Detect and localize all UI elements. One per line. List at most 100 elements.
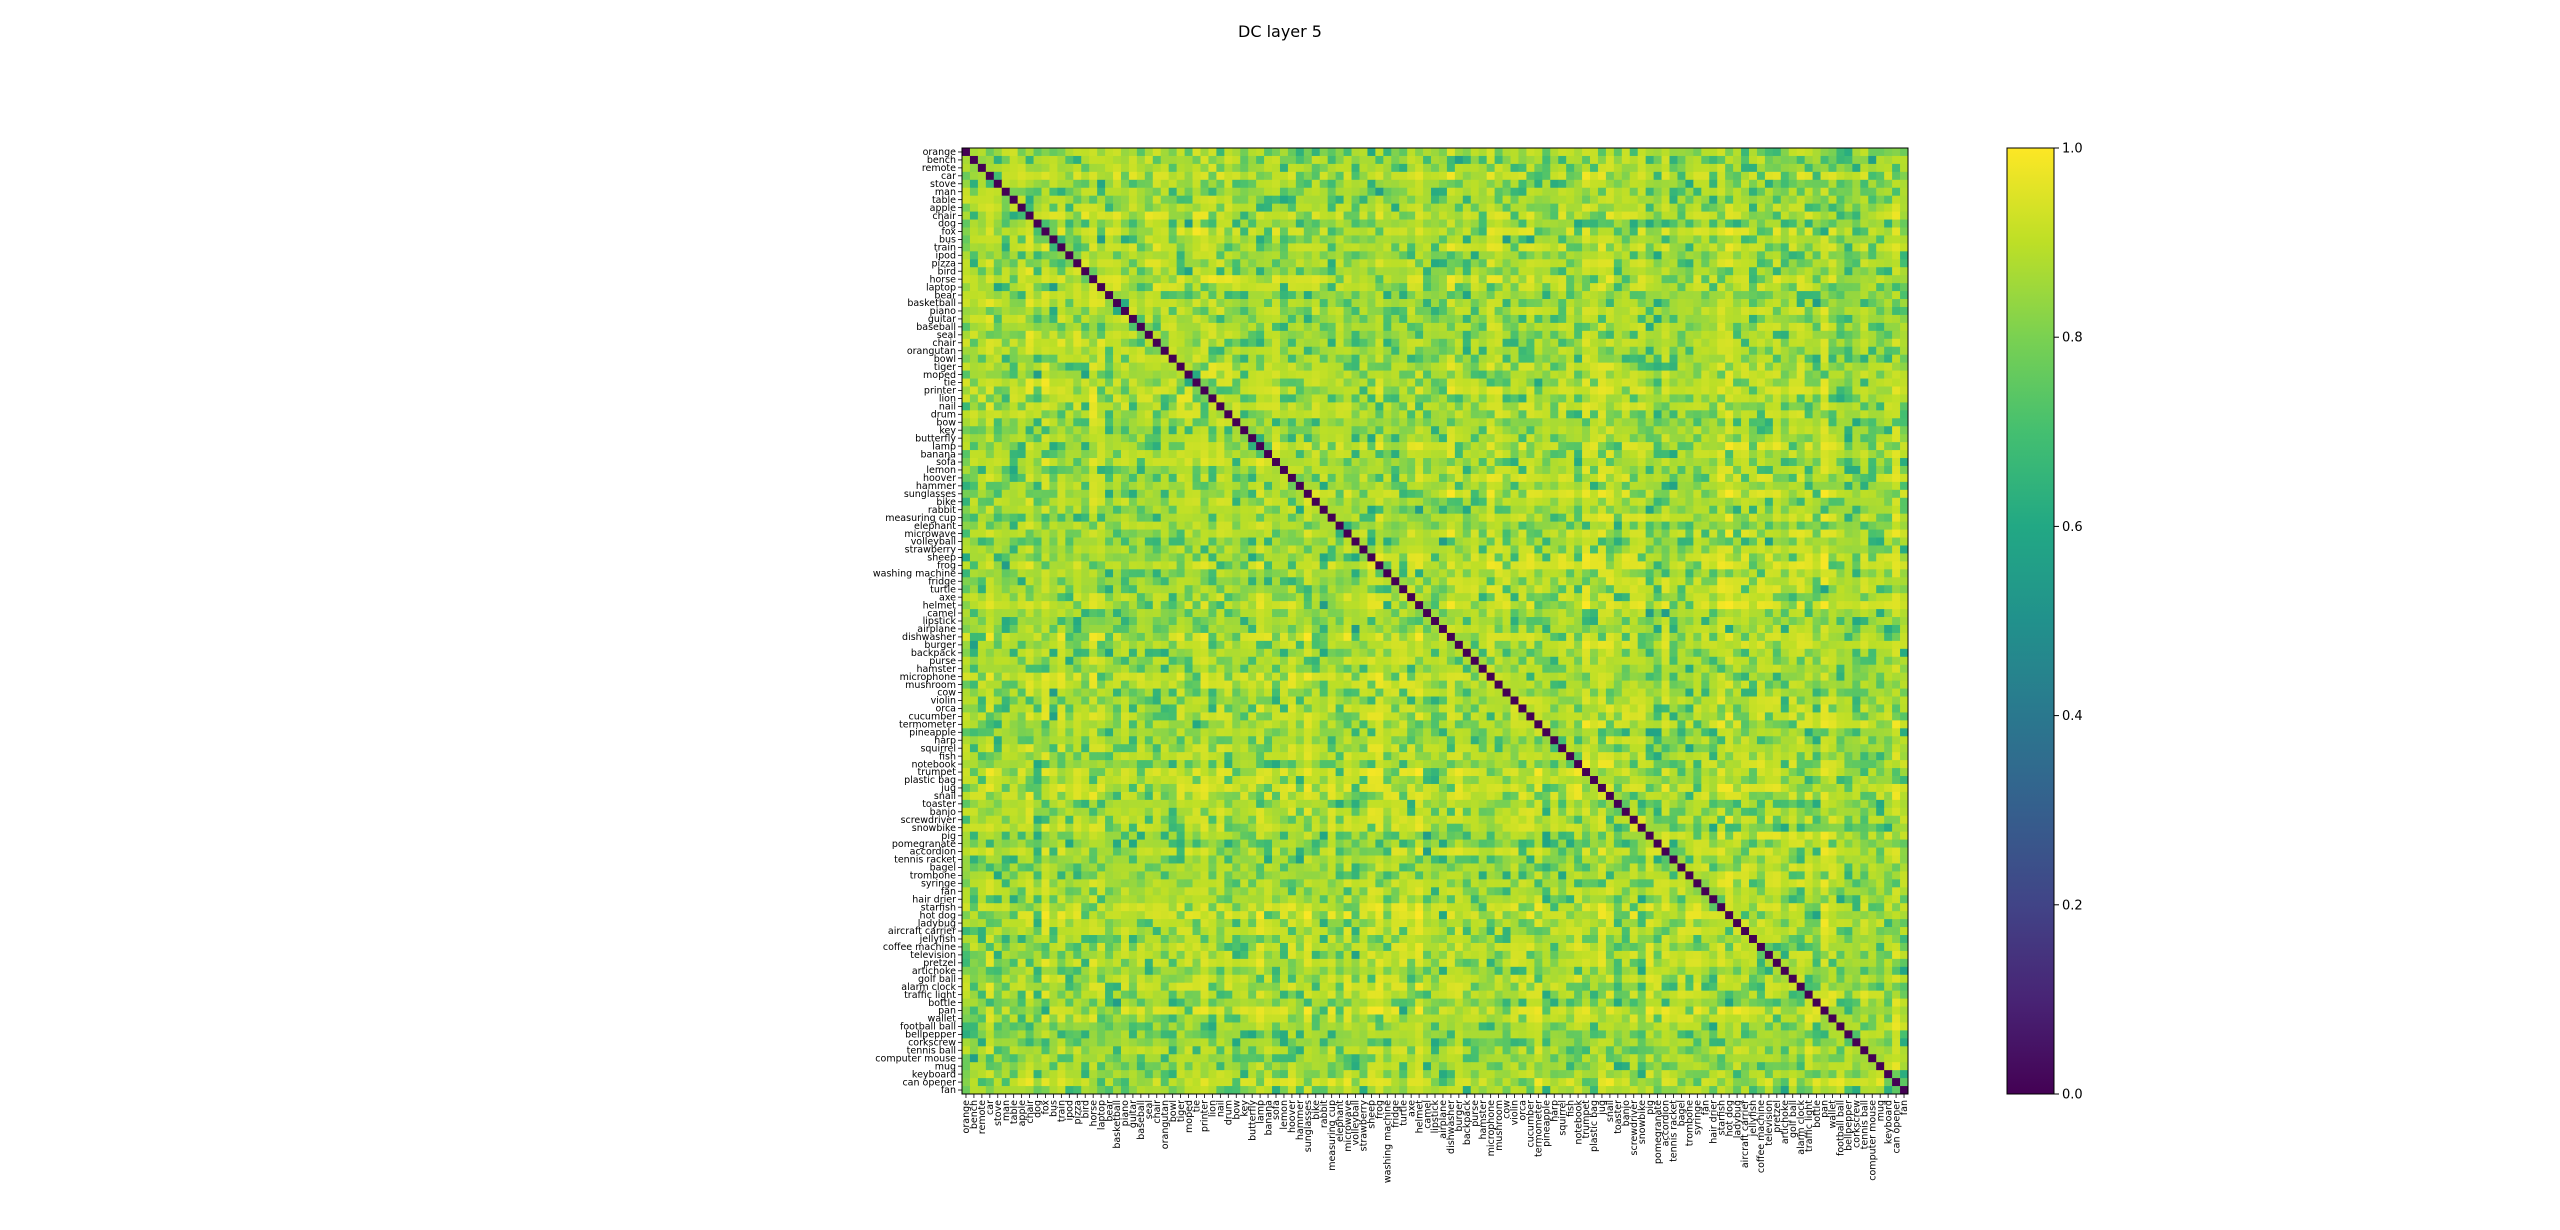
heatmap-cell (1605, 187, 1615, 197)
heatmap-cell (1788, 155, 1798, 165)
heatmap-cell (1279, 235, 1289, 244)
heatmap-cell (1232, 211, 1241, 220)
heatmap-cell (1510, 155, 1519, 165)
heatmap-cell (1025, 171, 1034, 181)
heatmap-cell (1248, 346, 1257, 356)
heatmap-cell (1590, 267, 1599, 276)
heatmap-cell (1629, 394, 1639, 403)
heatmap-cell (1526, 442, 1535, 451)
heatmap-cell (1621, 259, 1631, 268)
heatmap-cell (977, 370, 987, 379)
heatmap-cell (1550, 299, 1559, 308)
heatmap-cell (1287, 267, 1297, 276)
heatmap-cell (985, 155, 995, 165)
heatmap-cell (1105, 354, 1114, 364)
heatmap-cell (1295, 251, 1305, 260)
heatmap-cell (1510, 378, 1519, 387)
heatmap-cell (1566, 203, 1575, 212)
heatmap-cell (1025, 370, 1034, 379)
heatmap-cell (1192, 346, 1201, 356)
heatmap-cell (1550, 171, 1559, 181)
heatmap-cell (1399, 211, 1408, 220)
heatmap-cell (993, 322, 1003, 332)
heatmap-cell (1605, 402, 1615, 411)
heatmap-cell (1494, 251, 1503, 260)
heatmap-cell (1836, 370, 1845, 379)
heatmap-cell (1892, 465, 1901, 475)
heatmap-cell (1073, 235, 1082, 244)
heatmap-cell (1295, 211, 1305, 220)
heatmap-cell (1033, 322, 1042, 332)
heatmap-cell (1240, 386, 1249, 395)
heatmap-cell (1558, 434, 1567, 443)
heatmap-cell (1725, 251, 1734, 260)
heatmap-cell (1685, 155, 1694, 165)
heatmap-cell (1852, 195, 1861, 205)
heatmap-cell (1009, 458, 1019, 467)
heatmap-cell (1701, 418, 1710, 427)
heatmap-cell (1240, 203, 1249, 212)
heatmap-cell (1828, 322, 1837, 332)
heatmap-cell (1391, 259, 1400, 268)
heatmap-cell (1550, 306, 1559, 316)
heatmap-cell (1120, 163, 1130, 173)
heatmap-cell (1073, 378, 1082, 387)
heatmap-cell (1343, 219, 1352, 228)
heatmap-cell (1764, 219, 1774, 228)
heatmap-cell (1335, 195, 1344, 205)
heatmap-cell (1661, 354, 1670, 364)
heatmap-cell (1303, 251, 1313, 260)
heatmap-cell (1717, 473, 1726, 483)
heatmap-cell (962, 473, 971, 483)
heatmap-cell (1343, 235, 1352, 244)
heatmap-cell (1717, 378, 1726, 387)
heatmap-cell (1486, 322, 1496, 332)
heatmap-cell (1001, 211, 1011, 220)
heatmap-cell (1120, 362, 1130, 371)
heatmap-cell (1200, 354, 1209, 364)
heatmap-cell (1184, 410, 1193, 419)
heatmap-cell (1812, 434, 1821, 443)
heatmap-cell (1454, 251, 1464, 260)
heatmap-cell (1900, 275, 1909, 284)
heatmap-cell (1335, 354, 1344, 364)
heatmap-cell (1041, 338, 1050, 348)
heatmap-cell (1089, 314, 1098, 324)
heatmap-cell (1208, 314, 1217, 324)
heatmap-cell (1168, 410, 1178, 419)
heatmap-cell (1049, 346, 1058, 356)
heatmap-cell (1407, 299, 1416, 308)
heatmap-cell (1582, 203, 1591, 212)
heatmap-cell (1574, 346, 1583, 356)
heatmap-cell (1741, 402, 1750, 411)
heatmap-cell (1065, 211, 1074, 220)
heatmap-cell (1693, 227, 1702, 236)
heatmap-cell (1478, 306, 1488, 316)
heatmap-cell (1287, 402, 1297, 411)
heatmap-cell (1128, 426, 1138, 435)
heatmap-cell (1685, 330, 1694, 340)
heatmap-cell (1804, 306, 1814, 316)
heatmap-cell (1359, 283, 1368, 292)
heatmap-cell (1733, 259, 1742, 268)
heatmap-cell (1462, 314, 1472, 324)
heatmap-cell (985, 434, 995, 443)
heatmap-cell (1438, 283, 1448, 292)
heatmap-cell (1804, 291, 1814, 300)
heatmap-cell (1478, 219, 1488, 228)
heatmap-cell (1836, 211, 1845, 220)
heatmap-cell (1526, 362, 1535, 371)
heatmap-cell (1319, 362, 1329, 371)
heatmap-cell (1454, 346, 1464, 356)
heatmap-cell (1526, 259, 1535, 268)
heatmap-cell (1423, 299, 1432, 308)
heatmap-cell (1454, 179, 1464, 189)
heatmap-cell (1621, 243, 1631, 252)
heatmap-cell (1335, 219, 1344, 228)
heatmap-cell (1041, 370, 1050, 379)
heatmap-cell (1136, 442, 1146, 451)
heatmap-cell (1852, 473, 1861, 483)
heatmap-cell (1669, 259, 1678, 268)
heatmap-cell (1629, 354, 1639, 364)
heatmap-cell (1836, 426, 1845, 435)
